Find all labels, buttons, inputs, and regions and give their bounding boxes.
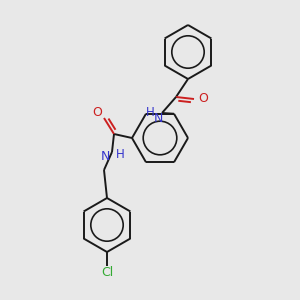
Text: H: H: [146, 106, 154, 118]
Text: N: N: [153, 112, 163, 124]
Text: Cl: Cl: [101, 266, 113, 280]
Text: N: N: [100, 151, 110, 164]
Text: H: H: [116, 148, 124, 160]
Text: O: O: [92, 106, 102, 118]
Text: O: O: [198, 92, 208, 106]
